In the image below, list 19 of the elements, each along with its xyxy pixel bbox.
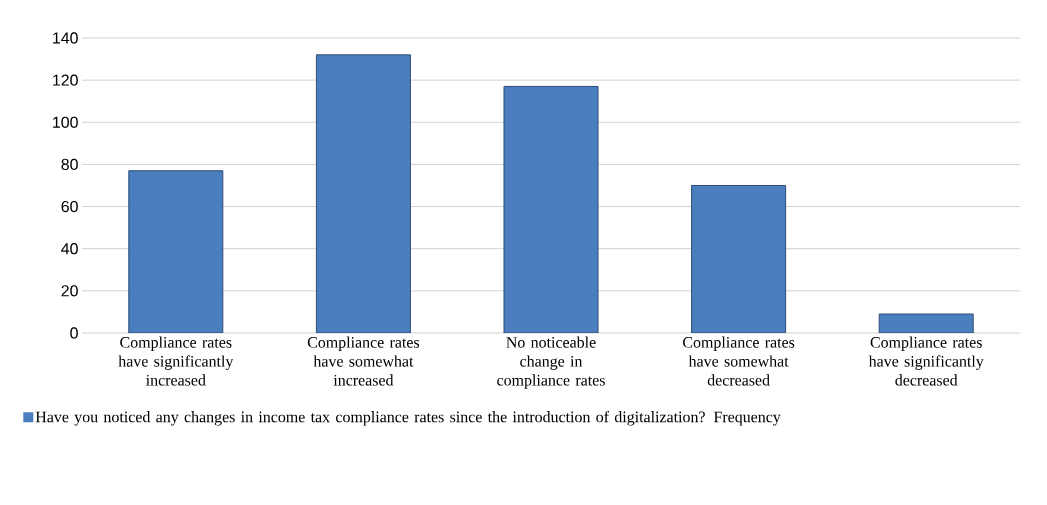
y-tick-label: 20: [61, 285, 78, 297]
x-tick-label: No noticeable change in compliance rates: [497, 336, 605, 389]
y-tick-label: 60: [61, 200, 78, 213]
y-tick-label: 120: [53, 74, 78, 86]
x-tick-label: Compliance rates have significantly decreased: [868, 336, 984, 386]
y-tick-label: 0: [70, 327, 78, 339]
y-tick-label: 100: [53, 116, 78, 128]
y-tick-label: 140: [53, 32, 78, 44]
x-tick-label: Compliance rates have significantly increased: [118, 336, 234, 386]
bar: [128, 170, 224, 333]
x-tick-label: Compliance rates have somewhat increased: [307, 336, 420, 386]
legend-label: Have you noticed any changes in income tax compliance rates since the introduction of digitalization? Frequency: [35, 410, 781, 426]
y-tick-label: 40: [61, 243, 78, 255]
bar: [691, 184, 787, 333]
y-tick-label: 80: [61, 158, 78, 171]
bar: [503, 85, 599, 333]
x-tick-label: Compliance rates have somewhat decreased: [683, 336, 795, 386]
bar: [315, 54, 411, 333]
bar: [878, 313, 974, 333]
